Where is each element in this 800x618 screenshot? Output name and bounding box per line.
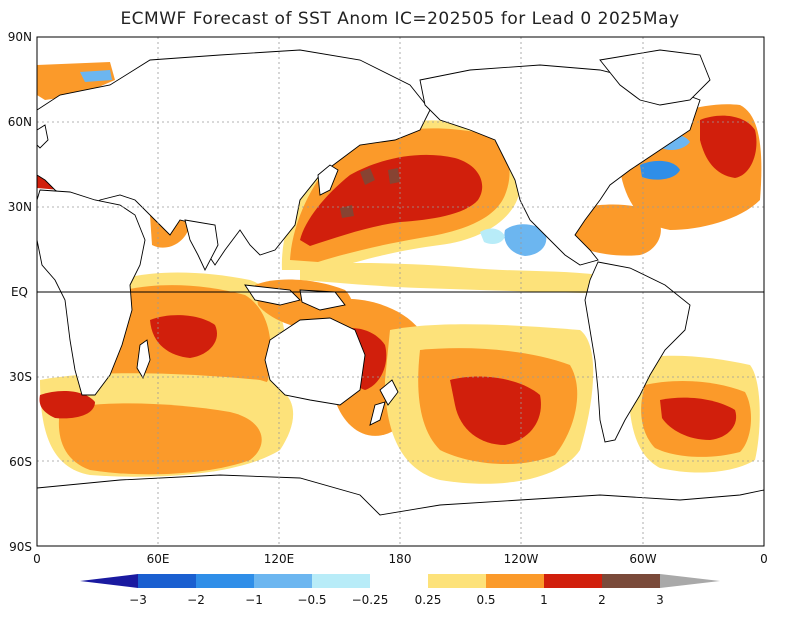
colorbar-swatch — [544, 574, 602, 588]
continents — [37, 49, 764, 546]
south-atlantic-red — [660, 397, 737, 440]
north-pacific-blob-brown — [340, 168, 400, 218]
madagascar — [136, 339, 151, 380]
map-title: ECMWF Forecast of SST Anom IC=202505 for… — [120, 9, 680, 29]
colorbar-swatch — [196, 574, 254, 588]
colorbar-swatch — [370, 574, 428, 588]
lon-label: 60E — [147, 552, 170, 566]
colorbar-swatch — [138, 574, 196, 588]
lat-label: 60S — [9, 455, 32, 469]
graticule — [37, 37, 764, 546]
lon-label: 120W — [504, 552, 539, 566]
north-atlantic-red — [700, 115, 757, 178]
colorbar-label: −0.5 — [297, 593, 326, 607]
indian-ocean-red — [150, 315, 218, 358]
colorbar-label: −2 — [187, 593, 205, 607]
colorbar-swatch — [428, 574, 486, 588]
colorbar-swatch — [660, 574, 720, 588]
ne-pacific-cool-light — [480, 228, 505, 244]
ne-pacific-cool-patch — [504, 224, 547, 256]
colorbar-swatch — [602, 574, 660, 588]
colorbar-label: −3 — [129, 593, 147, 607]
new-zealand — [369, 379, 399, 426]
lat-label: 30N — [8, 200, 32, 214]
southern-indian-red — [39, 390, 95, 419]
lon-label: 0 — [33, 552, 41, 566]
colorbar-swatch — [486, 574, 544, 588]
lat-label: 30S — [9, 370, 32, 384]
colorbar-swatch — [80, 574, 138, 588]
lat-label: 60N — [8, 115, 32, 129]
colorbar-label: −1 — [245, 593, 263, 607]
latitude-labels: 90N 60N 30N EQ 30S 60S 90S — [8, 30, 32, 554]
lon-label: 0 — [760, 552, 768, 566]
uk — [37, 124, 49, 149]
colorbar-labels: −3 −2 −1 −0.5 −0.25 0.25 0.5 1 2 3 — [129, 593, 664, 607]
india — [184, 219, 219, 272]
colorbar-label: 0.25 — [415, 593, 442, 607]
colorbar-swatch — [254, 574, 312, 588]
lat-label: 90S — [9, 540, 32, 554]
north-atlantic-cool — [640, 160, 680, 180]
south-pacific-red — [450, 376, 541, 445]
lat-label: 90N — [8, 30, 32, 44]
colorbar-label: 1 — [540, 593, 548, 607]
north-pacific-blob-red — [300, 154, 483, 246]
lon-label: 180 — [389, 552, 412, 566]
colorbar-label: 3 — [656, 593, 664, 607]
longitude-labels: 0 60E 120E 180 120W 60W 0 — [33, 552, 768, 566]
lat-label: EQ — [11, 285, 28, 299]
colorbar-swatch — [312, 574, 370, 588]
lon-label: 120E — [264, 552, 295, 566]
south-america — [584, 261, 691, 443]
japan — [317, 164, 339, 196]
colorbar-label: 0.5 — [476, 593, 495, 607]
arctic-cool-patch — [80, 70, 112, 82]
southern-indian-orange — [58, 403, 262, 475]
greenland — [599, 49, 711, 106]
colorbar-label: 2 — [598, 593, 606, 607]
equatorial-pacific-yellow — [300, 263, 611, 293]
indonesia — [244, 284, 346, 311]
lon-label: 60W — [629, 552, 656, 566]
map-frame — [36, 36, 765, 547]
antarctica — [37, 474, 764, 546]
australia — [264, 317, 366, 406]
colorbar — [80, 574, 720, 588]
colorbar-label: −0.25 — [352, 593, 389, 607]
